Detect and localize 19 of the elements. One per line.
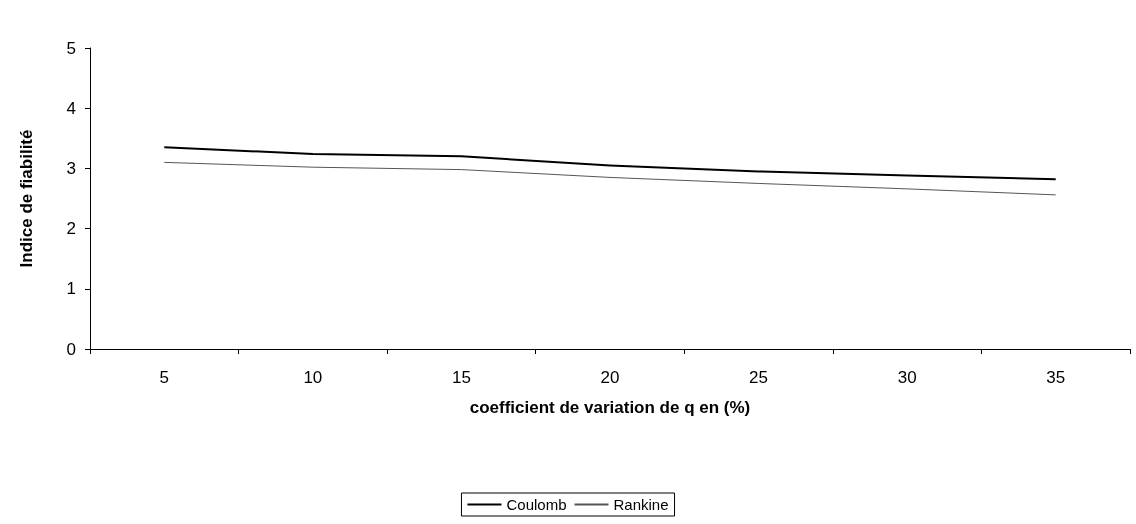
legend-label: Coulomb (506, 496, 567, 513)
x-tick-label: 20 (600, 368, 620, 387)
x-tick-label: 15 (451, 368, 471, 387)
x-tick-label: 25 (749, 368, 769, 387)
y-tick-label: 1 (66, 279, 76, 299)
x-tick-label: 30 (897, 368, 917, 387)
y-tick-label: 4 (66, 98, 76, 118)
y-axis-title: Indice de fiabilité (17, 129, 36, 268)
x-tick-label: 35 (1046, 368, 1066, 387)
y-tick-label: 3 (66, 158, 76, 178)
x-tick-label: 5 (159, 368, 170, 387)
x-tick-label: 10 (303, 368, 323, 387)
y-tick-label: 2 (66, 219, 76, 239)
y-tick-label: 0 (66, 339, 76, 359)
line-series (163, 146, 1057, 181)
x-axis-title: coefficient de variation de q en (%) (469, 398, 751, 417)
legend-label: Rankine (613, 496, 669, 513)
y-tick-label: 5 (66, 38, 76, 58)
line-series (163, 161, 1057, 196)
